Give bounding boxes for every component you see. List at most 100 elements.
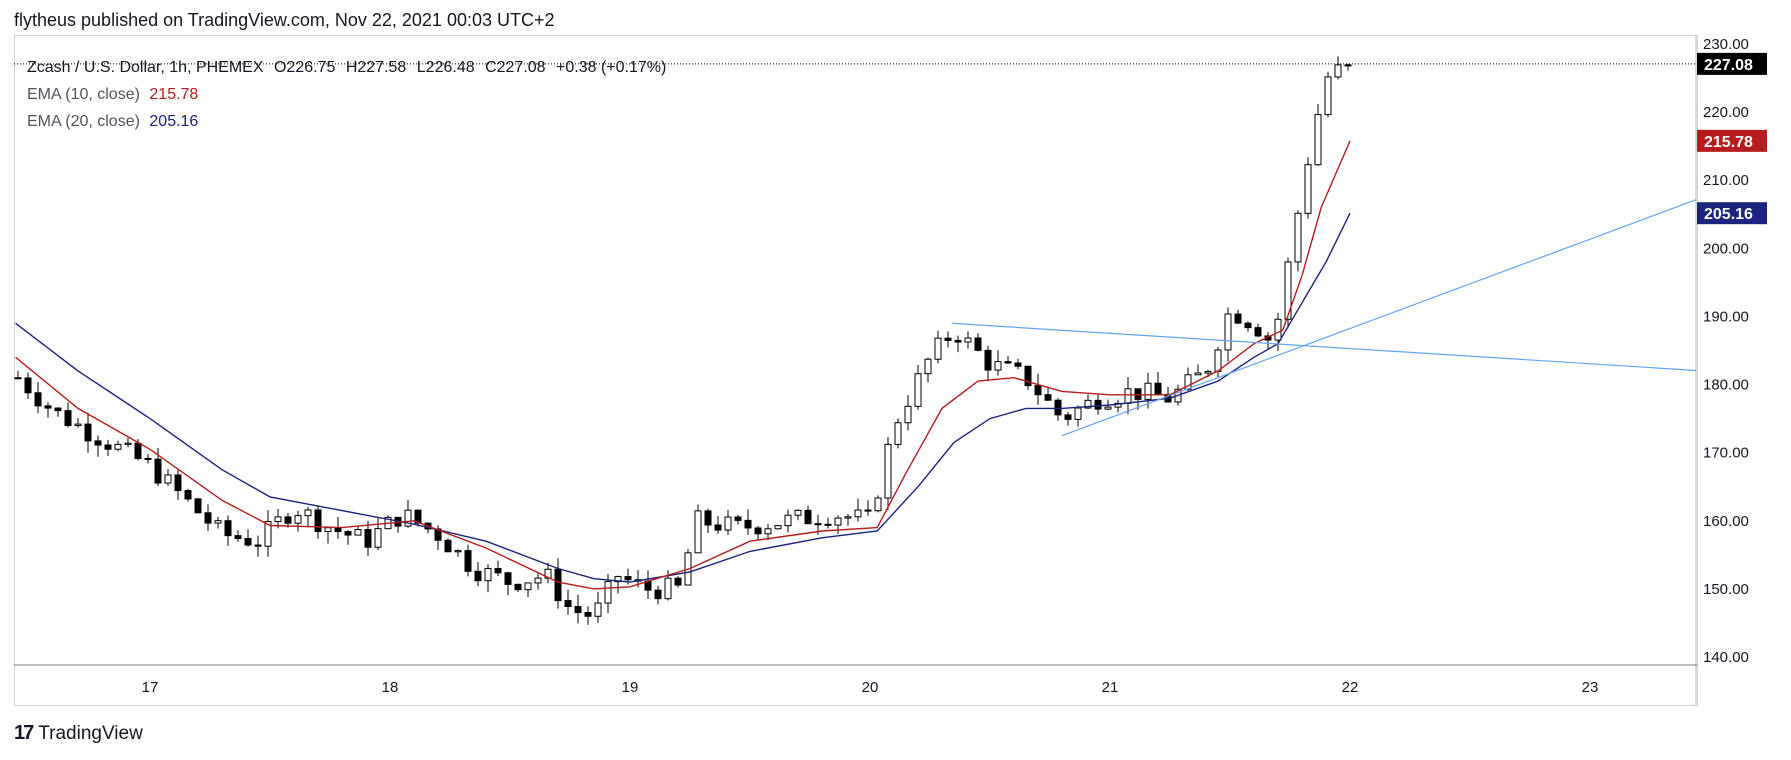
- x-tick-label: 20: [862, 679, 879, 696]
- y-tick-label: 180.00: [1703, 377, 1749, 394]
- candle-body: [124, 442, 132, 445]
- open-value: O226.75: [273, 59, 336, 76]
- candle-body: [774, 525, 782, 530]
- x-tick-label: 21: [1102, 679, 1119, 696]
- last-price-tag-bg: [1697, 52, 1767, 75]
- candle-body: [664, 577, 672, 600]
- y-tick-label: 210.00: [1703, 172, 1749, 189]
- candle-body: [594, 602, 602, 617]
- candle-body: [724, 516, 732, 531]
- candle-body: [504, 572, 512, 585]
- candle-body: [674, 577, 682, 586]
- candle-body: [474, 570, 482, 582]
- y-tick-label: 220.00: [1703, 104, 1749, 121]
- candle-body: [1044, 394, 1052, 401]
- trendline-support: [1061, 199, 1696, 437]
- candle-body: [1234, 313, 1242, 324]
- ema10-label: EMA (10, close): [27, 86, 140, 103]
- candle-body: [374, 528, 382, 548]
- candle-body: [464, 550, 472, 572]
- symbol-label[interactable]: Zcash / U.S. Dollar, 1h, PHEMEX: [27, 59, 264, 76]
- trendline-resistance: [951, 322, 1696, 372]
- candle-body: [114, 443, 122, 450]
- candle-body: [974, 337, 982, 351]
- candle-body: [534, 577, 542, 584]
- candle-body: [214, 520, 222, 524]
- candle-body: [364, 529, 372, 548]
- ema20-price-tag-bg: [1697, 202, 1767, 225]
- candle-body: [44, 405, 52, 409]
- candle-body: [714, 524, 722, 531]
- candle-body: [434, 528, 442, 541]
- candle-body: [804, 509, 812, 525]
- y-tick-label: 170.00: [1703, 445, 1749, 462]
- y-tick-label: 140.00: [1703, 649, 1749, 666]
- candle-body: [934, 337, 942, 360]
- candle-body: [234, 535, 242, 540]
- candle-body: [754, 527, 762, 535]
- candle-body: [174, 474, 182, 492]
- candle-body: [894, 422, 902, 445]
- candle-body: [1074, 407, 1082, 420]
- ema20-label: EMA (20, close): [27, 113, 140, 130]
- candle-body: [624, 576, 632, 581]
- candle-body: [344, 531, 352, 536]
- candle-body: [1054, 399, 1062, 416]
- brand-name[interactable]: TradingView: [38, 722, 143, 744]
- x-tick-label: 17: [142, 679, 159, 696]
- candle-body: [34, 392, 42, 407]
- candle-body: [194, 498, 202, 514]
- candle-body: [1134, 388, 1142, 400]
- candle-body: [584, 611, 592, 617]
- candle-body: [824, 523, 832, 526]
- candle-body: [104, 444, 112, 450]
- ema20-legend[interactable]: EMA (20, close) 205.16: [27, 108, 672, 135]
- candle-body: [444, 539, 452, 553]
- candle-body: [884, 443, 892, 499]
- change-value: +0.38 (+0.17%): [556, 59, 667, 76]
- candle-body: [904, 405, 912, 424]
- candle-body: [524, 582, 532, 591]
- candle-body: [564, 600, 572, 608]
- candle-body: [414, 509, 422, 524]
- candle-body: [1314, 114, 1322, 166]
- candle-body: [514, 583, 522, 591]
- candle-body: [954, 339, 962, 343]
- candle-body: [74, 423, 82, 427]
- ema10-price-tag: 215.78: [1704, 134, 1753, 151]
- candle-body: [994, 361, 1002, 371]
- candle-body: [1304, 164, 1312, 214]
- candle-body: [404, 509, 412, 527]
- candle-body: [454, 550, 462, 553]
- candle-body: [64, 410, 72, 427]
- candle-body: [864, 509, 872, 512]
- plot-area: [14, 56, 1696, 625]
- candle-body: [1224, 313, 1232, 351]
- candle-body: [1214, 349, 1222, 372]
- candle-body: [1124, 388, 1132, 404]
- candle-body: [1204, 370, 1212, 374]
- candle-body: [1154, 382, 1162, 395]
- ema20-value: 205.16: [149, 113, 199, 130]
- ema10-legend[interactable]: EMA (10, close) 215.78: [27, 81, 672, 108]
- candle-body: [154, 458, 162, 484]
- y-tick-label: 160.00: [1703, 513, 1749, 530]
- candle-body: [854, 509, 862, 518]
- close-value: C227.08: [485, 59, 546, 76]
- chart-legend: Zcash / U.S. Dollar, 1h, PHEMEX O226.75 …: [27, 54, 672, 135]
- candle-body: [834, 517, 842, 526]
- ema20-price-tag: 205.16: [1704, 206, 1753, 223]
- tradingview-logo-icon[interactable]: 17: [14, 722, 34, 744]
- candle-body: [324, 527, 332, 533]
- candle-body: [1114, 402, 1122, 408]
- footer: 17 TradingView: [14, 722, 143, 745]
- ema10-line: [15, 140, 1351, 590]
- candle-body: [914, 373, 922, 407]
- x-tick-label: 23: [1582, 679, 1599, 696]
- candle-body: [1244, 322, 1252, 329]
- candle-body: [14, 377, 22, 380]
- ema10-price-tag-bg: [1697, 129, 1767, 152]
- candle-body: [354, 529, 362, 536]
- candle-body: [704, 510, 712, 526]
